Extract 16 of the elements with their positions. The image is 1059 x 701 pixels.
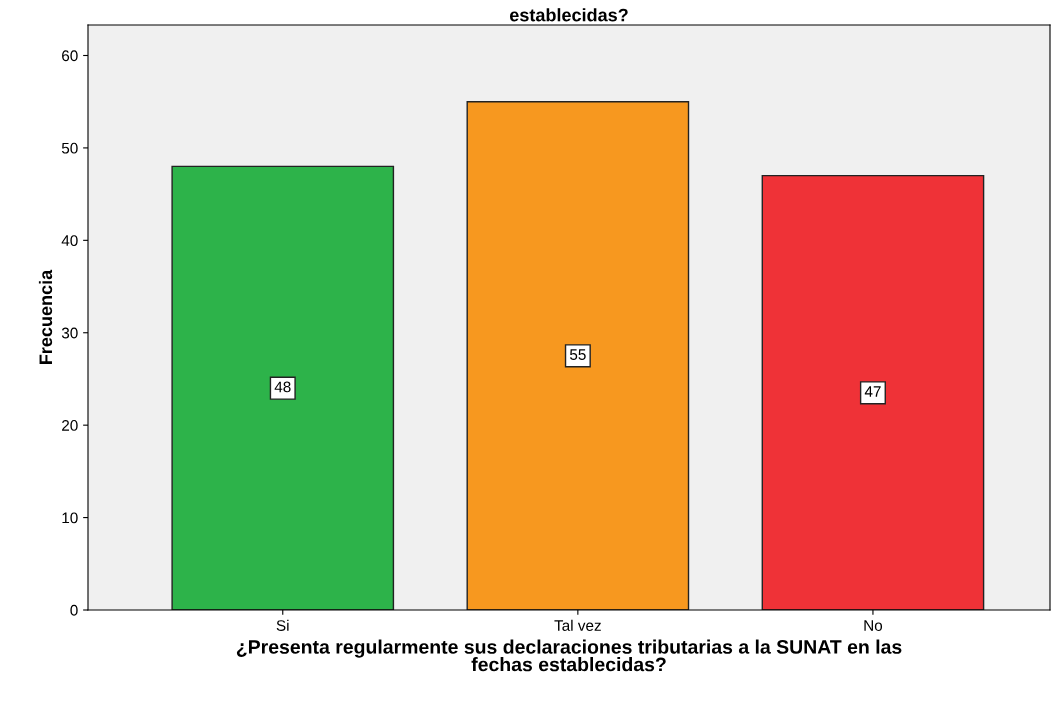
chart-title: establecidas? (510, 8, 628, 22)
y-tick-label: 60 (62, 50, 78, 62)
x-tick-label: Tal vez (554, 619, 601, 631)
y-axis-title: Frecuencia (38, 269, 53, 364)
y-tick-label: 10 (62, 512, 78, 524)
x-axis-title: ¿Presenta regularmente sus declaraciones tributarias a la SUNAT en las fechas establecidas? (236, 639, 902, 672)
y-tick-label: 20 (62, 420, 78, 431)
y-tick-label: 30 (61, 327, 78, 339)
x-tick-label: No (864, 620, 883, 631)
data-label: 47 (864, 386, 881, 397)
y-tick-label: 50 (61, 142, 78, 154)
data-label: 55 (569, 349, 586, 360)
y-tick-label: 40 (61, 235, 78, 247)
x-tick-label: Si (276, 619, 289, 631)
data-label: 48 (274, 381, 291, 393)
y-tick-label: 0 (70, 604, 78, 616)
